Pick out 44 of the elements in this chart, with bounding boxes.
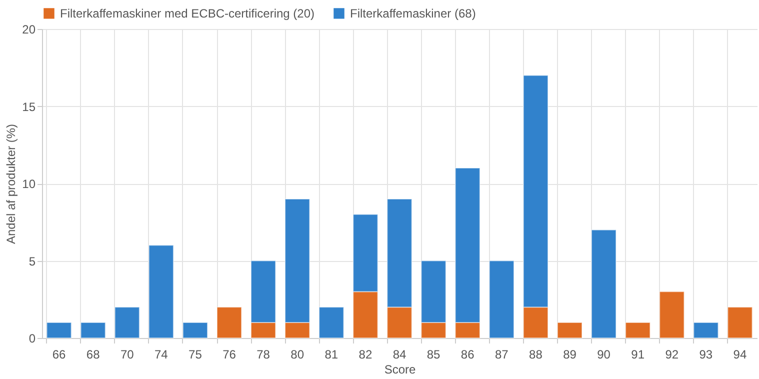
- y-tick-label: 15: [22, 100, 36, 114]
- x-tick-label: 81: [324, 348, 338, 362]
- bar: [693, 322, 719, 338]
- y-tick-label: 5: [28, 254, 36, 268]
- x-tick-label: 86: [460, 348, 475, 362]
- x-tick-label: 82: [358, 348, 372, 362]
- x-tick-label: 93: [699, 348, 713, 362]
- bar: [216, 306, 242, 338]
- x-tick-label: 91: [631, 348, 645, 362]
- x-tick-label: 89: [563, 348, 577, 362]
- bar: [625, 322, 651, 338]
- y-tick-label: 10: [22, 177, 36, 191]
- y-axis-title: Andel af produkter (%): [4, 124, 18, 244]
- x-tick-label: 80: [290, 348, 304, 362]
- bar: [659, 291, 685, 338]
- x-tick-label: 78: [256, 348, 270, 362]
- bar: [727, 306, 753, 338]
- bar: [556, 322, 582, 338]
- bar: [80, 322, 106, 338]
- bar: [182, 322, 208, 338]
- y-tick-label: 20: [22, 22, 36, 36]
- x-tick-label: 76: [222, 348, 236, 362]
- y-tick-label: 0: [28, 332, 36, 346]
- x-tick-label: 94: [733, 348, 747, 362]
- x-tick-label: 75: [188, 348, 202, 362]
- bar: [46, 322, 72, 338]
- x-axis-title: Score: [384, 362, 416, 376]
- x-tick-label: 84: [392, 348, 406, 362]
- legend-label: Filterkaffemaskiner med ECBC-certificering (20): [60, 6, 315, 20]
- x-tick-label: 68: [86, 348, 100, 362]
- x-tick-label: 74: [154, 348, 168, 362]
- x-tick-label: 88: [529, 348, 543, 362]
- x-tick-label: 92: [665, 348, 679, 362]
- x-tick-label: 70: [120, 348, 134, 362]
- x-tick-label: 85: [426, 348, 441, 362]
- legend-label: Filterkaffemaskiner (68): [350, 6, 476, 20]
- bar: [488, 260, 514, 338]
- bar: [148, 244, 174, 338]
- x-tick-label: 66: [52, 348, 66, 362]
- x-tick-label: 90: [597, 348, 611, 362]
- bar: [318, 306, 344, 338]
- bar: [114, 306, 140, 338]
- x-tick-label: 87: [494, 348, 509, 362]
- bar: [591, 229, 617, 338]
